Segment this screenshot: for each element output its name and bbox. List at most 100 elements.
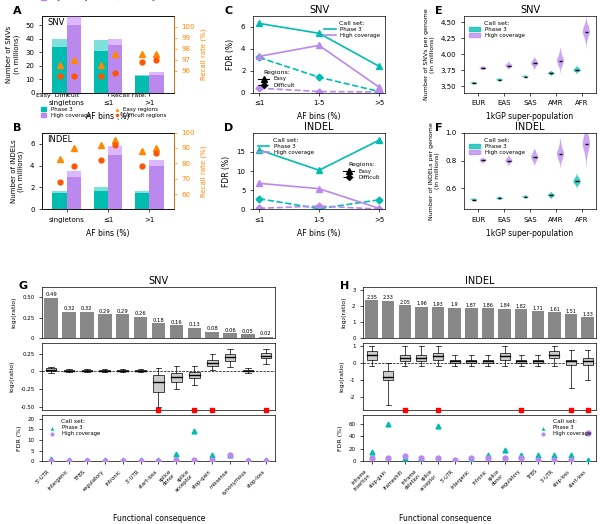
- Legend: Easy, Difficult: Easy, Difficult: [256, 68, 297, 90]
- Bar: [94, 51, 108, 93]
- Bar: [52, 193, 67, 210]
- Y-axis label: Recall rate (%): Recall rate (%): [200, 145, 207, 197]
- Bar: [52, 47, 67, 93]
- Bar: [565, 314, 577, 339]
- Legend: Phase 3, High coverage: Phase 3, High coverage: [467, 18, 527, 40]
- Text: 1.33: 1.33: [582, 312, 593, 316]
- Y-axis label: log₂(ratio): log₂(ratio): [341, 297, 347, 329]
- Bar: [52, 191, 67, 193]
- Bar: [188, 328, 201, 339]
- Y-axis label: log₂(ratio): log₂(ratio): [10, 361, 14, 392]
- FancyBboxPatch shape: [400, 355, 410, 362]
- FancyBboxPatch shape: [64, 370, 75, 371]
- FancyBboxPatch shape: [81, 370, 92, 371]
- Text: Recall rate:: Recall rate:: [111, 93, 146, 97]
- FancyBboxPatch shape: [467, 359, 476, 363]
- Bar: [465, 308, 477, 339]
- Text: G: G: [19, 280, 28, 290]
- Bar: [515, 309, 527, 339]
- Bar: [67, 25, 81, 93]
- FancyBboxPatch shape: [99, 370, 110, 371]
- Bar: [135, 75, 149, 77]
- FancyBboxPatch shape: [261, 353, 272, 358]
- Bar: [80, 312, 93, 339]
- Legend: Easy regions, Difficult regions: Easy regions, Difficult regions: [114, 105, 169, 121]
- FancyBboxPatch shape: [383, 372, 393, 380]
- Bar: [241, 334, 255, 339]
- FancyBboxPatch shape: [243, 370, 253, 371]
- Text: 2.35: 2.35: [366, 295, 377, 300]
- Bar: [52, 39, 67, 47]
- Y-axis label: FDR (%): FDR (%): [17, 425, 22, 451]
- Text: 0.32: 0.32: [81, 307, 93, 311]
- Text: 0.08: 0.08: [206, 326, 218, 331]
- Title: SNV: SNV: [149, 276, 169, 286]
- Text: 0.13: 0.13: [188, 322, 200, 327]
- Bar: [448, 308, 461, 339]
- Bar: [94, 191, 108, 210]
- Bar: [205, 332, 219, 339]
- FancyBboxPatch shape: [189, 372, 200, 378]
- Bar: [135, 77, 149, 93]
- Text: 1.87: 1.87: [466, 303, 477, 308]
- Text: 1.61: 1.61: [549, 307, 560, 312]
- Bar: [108, 146, 122, 155]
- Text: 0.02: 0.02: [260, 331, 272, 336]
- Text: 0.49: 0.49: [45, 292, 57, 297]
- X-axis label: 1kGP super-population: 1kGP super-population: [486, 112, 574, 121]
- Text: 1.96: 1.96: [416, 301, 427, 307]
- Text: 1.9: 1.9: [451, 302, 459, 308]
- Bar: [548, 312, 560, 339]
- Legend: Phase 3, High coverage: Phase 3, High coverage: [536, 417, 594, 439]
- Title: SNV: SNV: [520, 5, 540, 15]
- X-axis label: AF bins (%): AF bins (%): [86, 228, 130, 238]
- Bar: [98, 314, 111, 339]
- Bar: [149, 72, 164, 75]
- Text: Functional consequence: Functional consequence: [113, 515, 206, 523]
- FancyBboxPatch shape: [500, 353, 509, 359]
- Bar: [382, 301, 394, 339]
- X-axis label: AF bins (%): AF bins (%): [297, 228, 341, 238]
- Bar: [365, 300, 378, 339]
- Text: 0.32: 0.32: [63, 307, 75, 311]
- Bar: [170, 325, 183, 339]
- Y-axis label: Recall rate (%): Recall rate (%): [200, 28, 207, 80]
- Bar: [223, 333, 237, 339]
- Y-axis label: Number of INDELs
(in millions): Number of INDELs (in millions): [11, 139, 25, 203]
- Text: D: D: [224, 123, 234, 133]
- Bar: [45, 298, 58, 339]
- FancyBboxPatch shape: [135, 370, 146, 371]
- Y-axis label: log₂(ratio): log₂(ratio): [340, 361, 344, 392]
- Bar: [94, 40, 108, 51]
- Bar: [152, 323, 165, 339]
- FancyBboxPatch shape: [550, 351, 559, 358]
- Bar: [62, 312, 76, 339]
- Text: H: H: [340, 280, 349, 290]
- FancyBboxPatch shape: [450, 359, 460, 363]
- Text: A: A: [13, 6, 22, 16]
- Bar: [108, 39, 122, 46]
- Text: B: B: [13, 123, 22, 133]
- Bar: [582, 317, 594, 339]
- FancyBboxPatch shape: [483, 359, 493, 363]
- Bar: [116, 314, 129, 339]
- Y-axis label: FDR (%): FDR (%): [338, 425, 343, 451]
- FancyBboxPatch shape: [117, 370, 128, 371]
- Bar: [432, 307, 444, 339]
- Text: Easy  Difficult: Easy Difficult: [36, 93, 79, 97]
- Y-axis label: Number of SNVs
(n millions): Number of SNVs (n millions): [7, 26, 20, 83]
- Title: INDEL: INDEL: [304, 122, 334, 132]
- Text: 2.33: 2.33: [383, 296, 394, 300]
- FancyBboxPatch shape: [583, 358, 592, 365]
- Legend: Phase 3, High coverage: Phase 3, High coverage: [467, 135, 527, 157]
- Y-axis label: log₂(ratio): log₂(ratio): [11, 297, 17, 329]
- Text: 1.51: 1.51: [566, 309, 577, 314]
- Text: F: F: [435, 123, 442, 133]
- FancyBboxPatch shape: [46, 368, 57, 371]
- FancyBboxPatch shape: [516, 359, 526, 363]
- Text: 1.93: 1.93: [433, 302, 444, 307]
- Text: 0.05: 0.05: [242, 329, 254, 334]
- Text: SNV: SNV: [48, 18, 65, 27]
- FancyBboxPatch shape: [171, 373, 182, 382]
- Bar: [149, 166, 164, 210]
